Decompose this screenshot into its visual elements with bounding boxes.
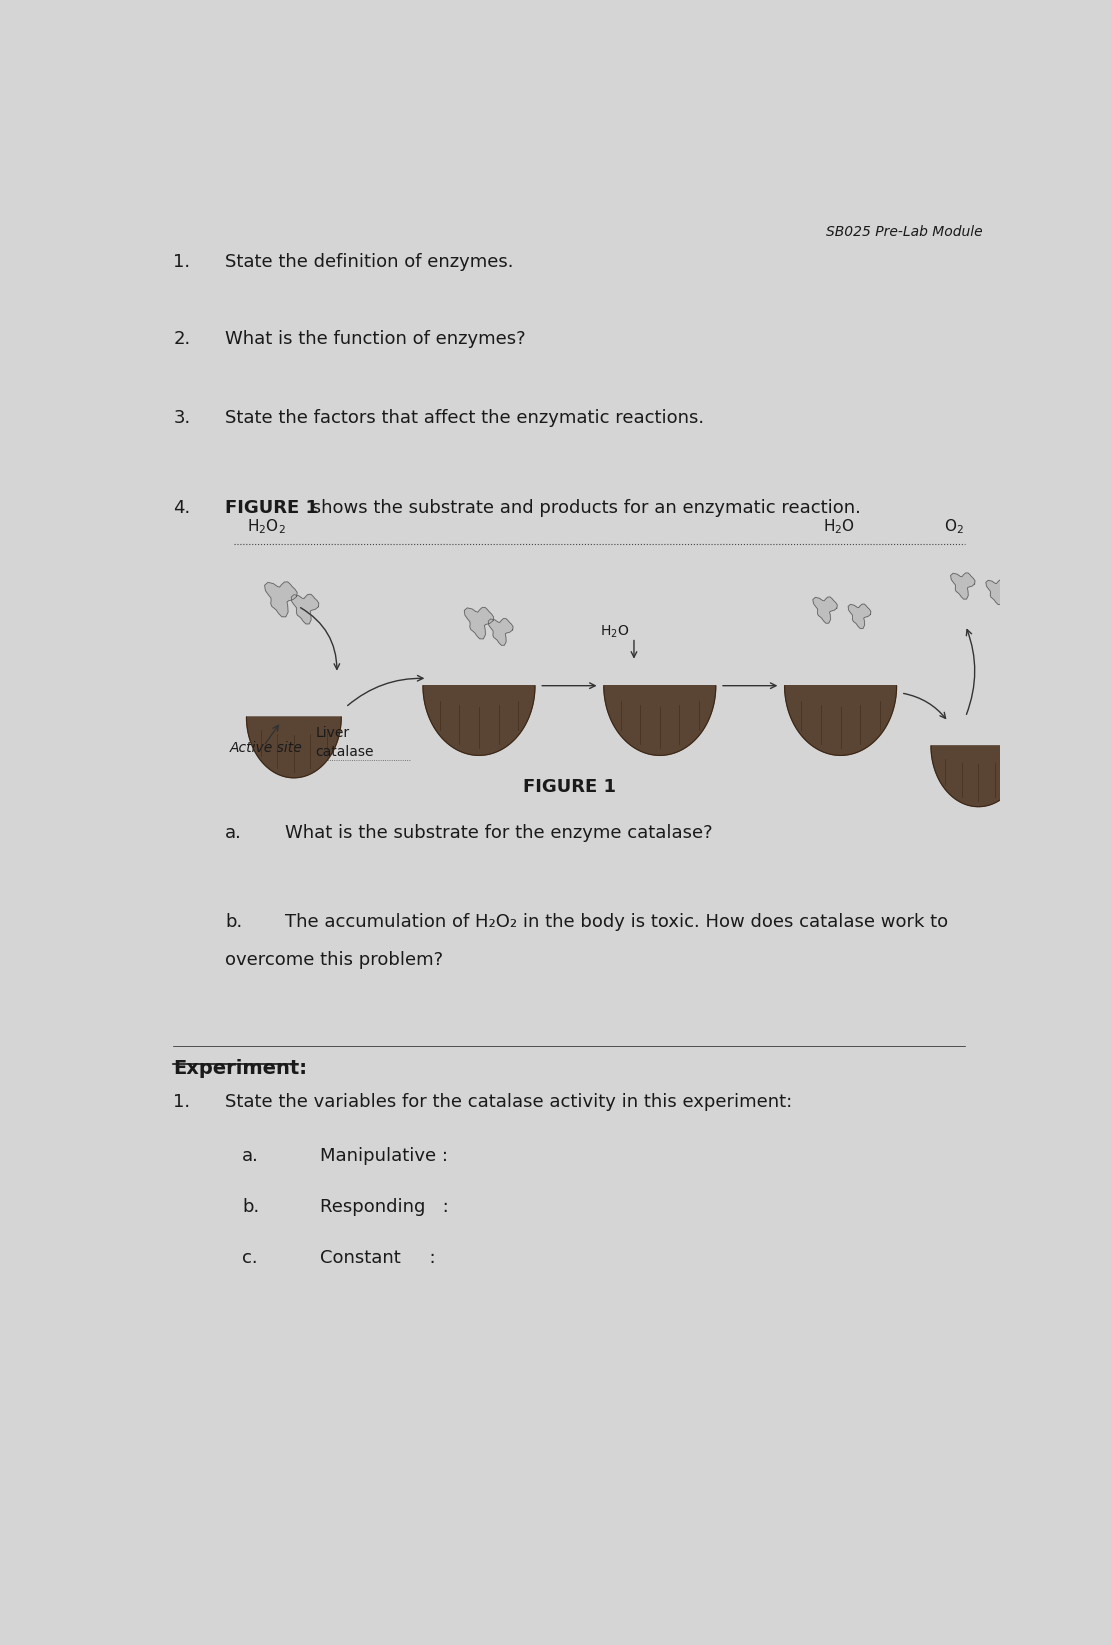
Text: H$_2$O: H$_2$O xyxy=(823,517,855,536)
Text: Constant     :: Constant : xyxy=(320,1249,436,1267)
Text: 1.: 1. xyxy=(173,253,190,271)
Polygon shape xyxy=(951,572,975,599)
Text: overcome this problem?: overcome this problem? xyxy=(224,951,443,969)
Polygon shape xyxy=(985,581,1009,604)
Polygon shape xyxy=(848,604,871,628)
Polygon shape xyxy=(813,597,838,623)
Text: Liver: Liver xyxy=(316,725,350,740)
Polygon shape xyxy=(423,686,536,755)
Text: State the factors that affect the enzymatic reactions.: State the factors that affect the enzyma… xyxy=(224,410,704,428)
Text: 3.: 3. xyxy=(173,410,191,428)
Text: b.: b. xyxy=(242,1198,260,1216)
Text: Active site: Active site xyxy=(229,742,302,755)
Polygon shape xyxy=(464,607,493,638)
Polygon shape xyxy=(488,619,513,645)
Text: O$_2$: O$_2$ xyxy=(944,517,963,536)
Text: shows the substrate and products for an enzymatic reaction.: shows the substrate and products for an … xyxy=(306,498,861,517)
Polygon shape xyxy=(604,686,715,755)
Text: 1.: 1. xyxy=(173,1092,190,1110)
Text: FIGURE 1: FIGURE 1 xyxy=(523,778,615,796)
Text: catalase: catalase xyxy=(316,745,374,758)
Text: a.: a. xyxy=(224,824,242,842)
Polygon shape xyxy=(291,594,319,623)
Text: What is the substrate for the enzyme catalase?: What is the substrate for the enzyme cat… xyxy=(286,824,713,842)
Text: H$_2$O$_2$: H$_2$O$_2$ xyxy=(247,517,286,536)
Text: The accumulation of H₂O₂ in the body is toxic. How does catalase work to: The accumulation of H₂O₂ in the body is … xyxy=(286,913,949,931)
Text: b.: b. xyxy=(224,913,242,931)
Text: Manipulative :: Manipulative : xyxy=(320,1148,448,1165)
Polygon shape xyxy=(784,686,897,755)
Text: Experiment:: Experiment: xyxy=(173,1059,308,1077)
Polygon shape xyxy=(264,582,297,617)
Text: 4.: 4. xyxy=(173,498,191,517)
Text: State the variables for the catalase activity in this experiment:: State the variables for the catalase act… xyxy=(224,1092,792,1110)
Text: FIGURE 1: FIGURE 1 xyxy=(224,498,318,517)
Text: What is the function of enzymes?: What is the function of enzymes? xyxy=(224,331,526,349)
Text: c.: c. xyxy=(242,1249,258,1267)
Text: a.: a. xyxy=(242,1148,259,1165)
Text: State the definition of enzymes.: State the definition of enzymes. xyxy=(224,253,513,271)
Text: 2.: 2. xyxy=(173,331,191,349)
Text: Responding   :: Responding : xyxy=(320,1198,449,1216)
Polygon shape xyxy=(931,745,1025,806)
Polygon shape xyxy=(247,717,341,778)
Text: H$_2$O: H$_2$O xyxy=(600,623,629,640)
Text: SB025 Pre-Lab Module: SB025 Pre-Lab Module xyxy=(827,225,982,239)
